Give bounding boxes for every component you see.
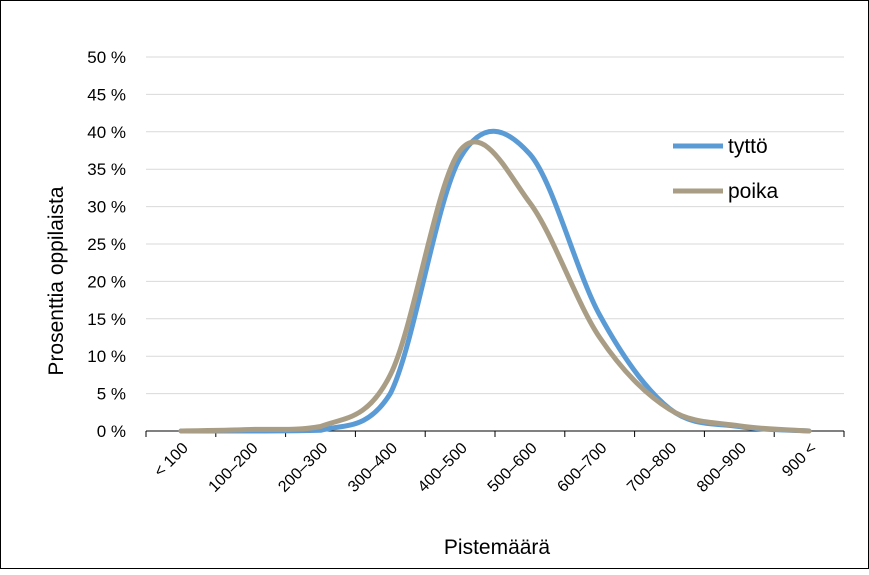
y-tick-label: 20 % bbox=[87, 272, 126, 291]
x-tick-label: 300–400 bbox=[345, 440, 401, 496]
y-tick-label: 15 % bbox=[87, 310, 126, 329]
y-tick-label: 45 % bbox=[87, 85, 126, 104]
y-tick-labels: 0 % 5 % 10 % 15 % 20 % 25 % 30 % 35 % 40 % 45 % 50… bbox=[87, 48, 126, 441]
y-tick-label: 35 % bbox=[87, 160, 126, 179]
grid-lines bbox=[146, 56, 844, 395]
series-lines bbox=[178, 128, 812, 434]
legend-label: poika bbox=[728, 180, 779, 203]
legend: tyttö poika bbox=[673, 135, 779, 203]
x-tick-label: < 100 bbox=[151, 440, 192, 481]
y-axis-title: Prosenttia oppilaista bbox=[45, 186, 68, 375]
series-line-2 bbox=[178, 139, 812, 434]
legend-label: tyttö bbox=[728, 135, 768, 158]
x-tick-label: 200–300 bbox=[275, 440, 331, 496]
x-tick-labels: < 100 100–200 200–300 300–400 400–500 500–600… bbox=[151, 440, 820, 496]
x-axis-title: Pistemäärä bbox=[444, 536, 551, 559]
y-tick-label: 10 % bbox=[87, 347, 126, 366]
y-tick-label: 25 % bbox=[87, 235, 126, 254]
x-tick-label: 900 < bbox=[779, 440, 820, 481]
x-tick-label: 500–600 bbox=[485, 440, 541, 496]
x-tick-label: 600–700 bbox=[554, 440, 610, 496]
x-tick-label: 400–500 bbox=[415, 440, 471, 496]
x-tick-label: 700–800 bbox=[624, 440, 680, 496]
y-tick-label: 5 % bbox=[97, 385, 126, 404]
y-tick-label: 50 % bbox=[87, 48, 126, 67]
y-tick-label: 40 % bbox=[87, 123, 126, 142]
y-tick-label: 0 % bbox=[97, 422, 126, 441]
x-tick-label: 800–900 bbox=[694, 440, 750, 496]
y-tick-label: 30 % bbox=[87, 198, 126, 217]
x-tick-label: 100–200 bbox=[206, 440, 262, 496]
x-tick-marks bbox=[145, 431, 845, 437]
